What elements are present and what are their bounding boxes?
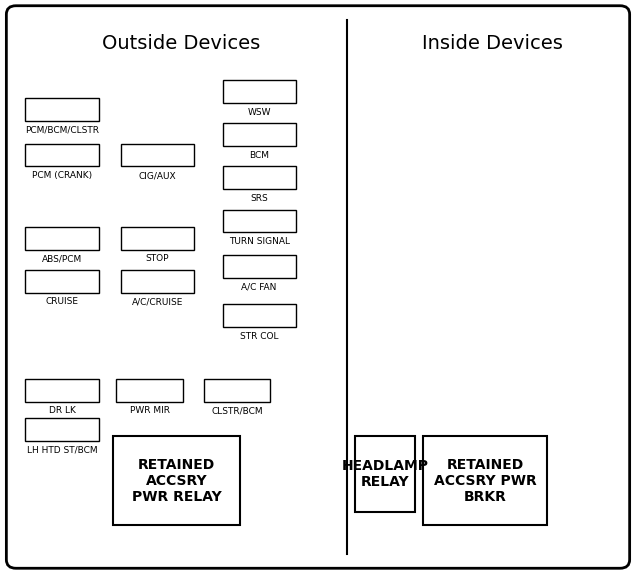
Bar (355, 436, 415, 512)
Text: Outside Devices: Outside Devices (102, 33, 260, 53)
Bar (25, 418, 99, 441)
Bar (223, 166, 296, 189)
Text: WSW: WSW (247, 108, 271, 117)
Bar (121, 144, 194, 166)
Text: RETAINED
ACCSRY
PWR RELAY: RETAINED ACCSRY PWR RELAY (132, 457, 222, 504)
Bar (204, 379, 270, 402)
Text: CLSTR/BCM: CLSTR/BCM (211, 406, 263, 416)
Bar (121, 270, 194, 293)
Text: A/C/CRUISE: A/C/CRUISE (132, 297, 183, 307)
Text: SRS: SRS (251, 194, 268, 203)
Bar (223, 210, 296, 232)
Bar (25, 98, 99, 121)
Bar (25, 227, 99, 250)
Bar (25, 144, 99, 166)
Text: TURN SIGNAL: TURN SIGNAL (229, 237, 289, 246)
Bar (113, 436, 240, 525)
Text: A/C FAN: A/C FAN (242, 283, 277, 292)
Bar (223, 123, 296, 146)
Text: ABS/PCM: ABS/PCM (42, 254, 82, 263)
Bar (223, 304, 296, 327)
Bar (25, 379, 99, 402)
Bar (223, 80, 296, 103)
Text: CIG/AUX: CIG/AUX (139, 171, 176, 180)
Text: DR LK: DR LK (48, 406, 76, 416)
Text: PWR MIR: PWR MIR (130, 406, 170, 416)
Text: STR COL: STR COL (240, 332, 279, 341)
Text: PCM/BCM/CLSTR: PCM/BCM/CLSTR (25, 125, 99, 134)
Text: LH HTD ST/BCM: LH HTD ST/BCM (27, 445, 97, 455)
Text: STOP: STOP (146, 254, 169, 263)
Text: PCM (CRANK): PCM (CRANK) (32, 171, 92, 180)
Bar (121, 227, 194, 250)
Bar (25, 270, 99, 293)
Bar (223, 255, 296, 278)
Bar (116, 379, 183, 402)
FancyBboxPatch shape (6, 6, 630, 568)
Text: RETAINED
ACCSRY PWR
BRKR: RETAINED ACCSRY PWR BRKR (434, 457, 536, 504)
Bar (423, 436, 547, 525)
Text: CRUISE: CRUISE (46, 297, 78, 307)
Text: HEADLAMP
RELAY: HEADLAMP RELAY (342, 459, 429, 489)
Text: Inside Devices: Inside Devices (422, 33, 563, 53)
Text: BCM: BCM (249, 151, 269, 160)
